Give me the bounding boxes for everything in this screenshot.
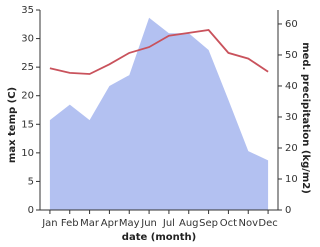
x-tick-label: Dec (258, 218, 277, 229)
y-tick-label: 20 (21, 91, 34, 102)
y-tick-label: 35 (21, 5, 34, 16)
x-tick-label: Jun (140, 218, 157, 229)
y2-tick-label: 10 (285, 174, 298, 185)
temperature-line (49, 29, 269, 75)
x-tick-label: Nov (238, 218, 258, 229)
x-tick-label: Sep (199, 218, 218, 229)
x-axis-title: date (month) (122, 232, 196, 243)
y-tick-label: 25 (21, 62, 34, 73)
y-axis-title: max temp (C) (7, 87, 18, 163)
x-tick-label: May (119, 218, 140, 229)
y-tick-label: 10 (21, 148, 34, 159)
x-tick-label: Aug (179, 218, 199, 229)
y-tick-label: 15 (21, 119, 34, 130)
x-tick-label: Jan (41, 218, 57, 229)
precipitation-area (49, 17, 269, 210)
y2-tick-label: 0 (285, 205, 291, 216)
y2-tick-label: 40 (285, 81, 298, 92)
x-tick-label: Apr (101, 218, 119, 229)
x-tick-label: Mar (80, 218, 100, 229)
x-tick-label: Jul (162, 218, 175, 229)
y-tick-label: 0 (28, 205, 34, 216)
y2-axis-title: med. precipitation (kg/m2) (300, 42, 311, 194)
y2-tick-label: 30 (285, 112, 298, 123)
y2-tick-label: 60 (285, 19, 298, 30)
y-tick-label: 5 (28, 176, 34, 187)
x-tick-label: Oct (220, 218, 237, 229)
y2-tick-label: 50 (285, 50, 298, 61)
y-tick-label: 30 (21, 34, 34, 45)
y2-tick-label: 20 (285, 143, 298, 154)
x-tick-label: Feb (61, 218, 79, 229)
